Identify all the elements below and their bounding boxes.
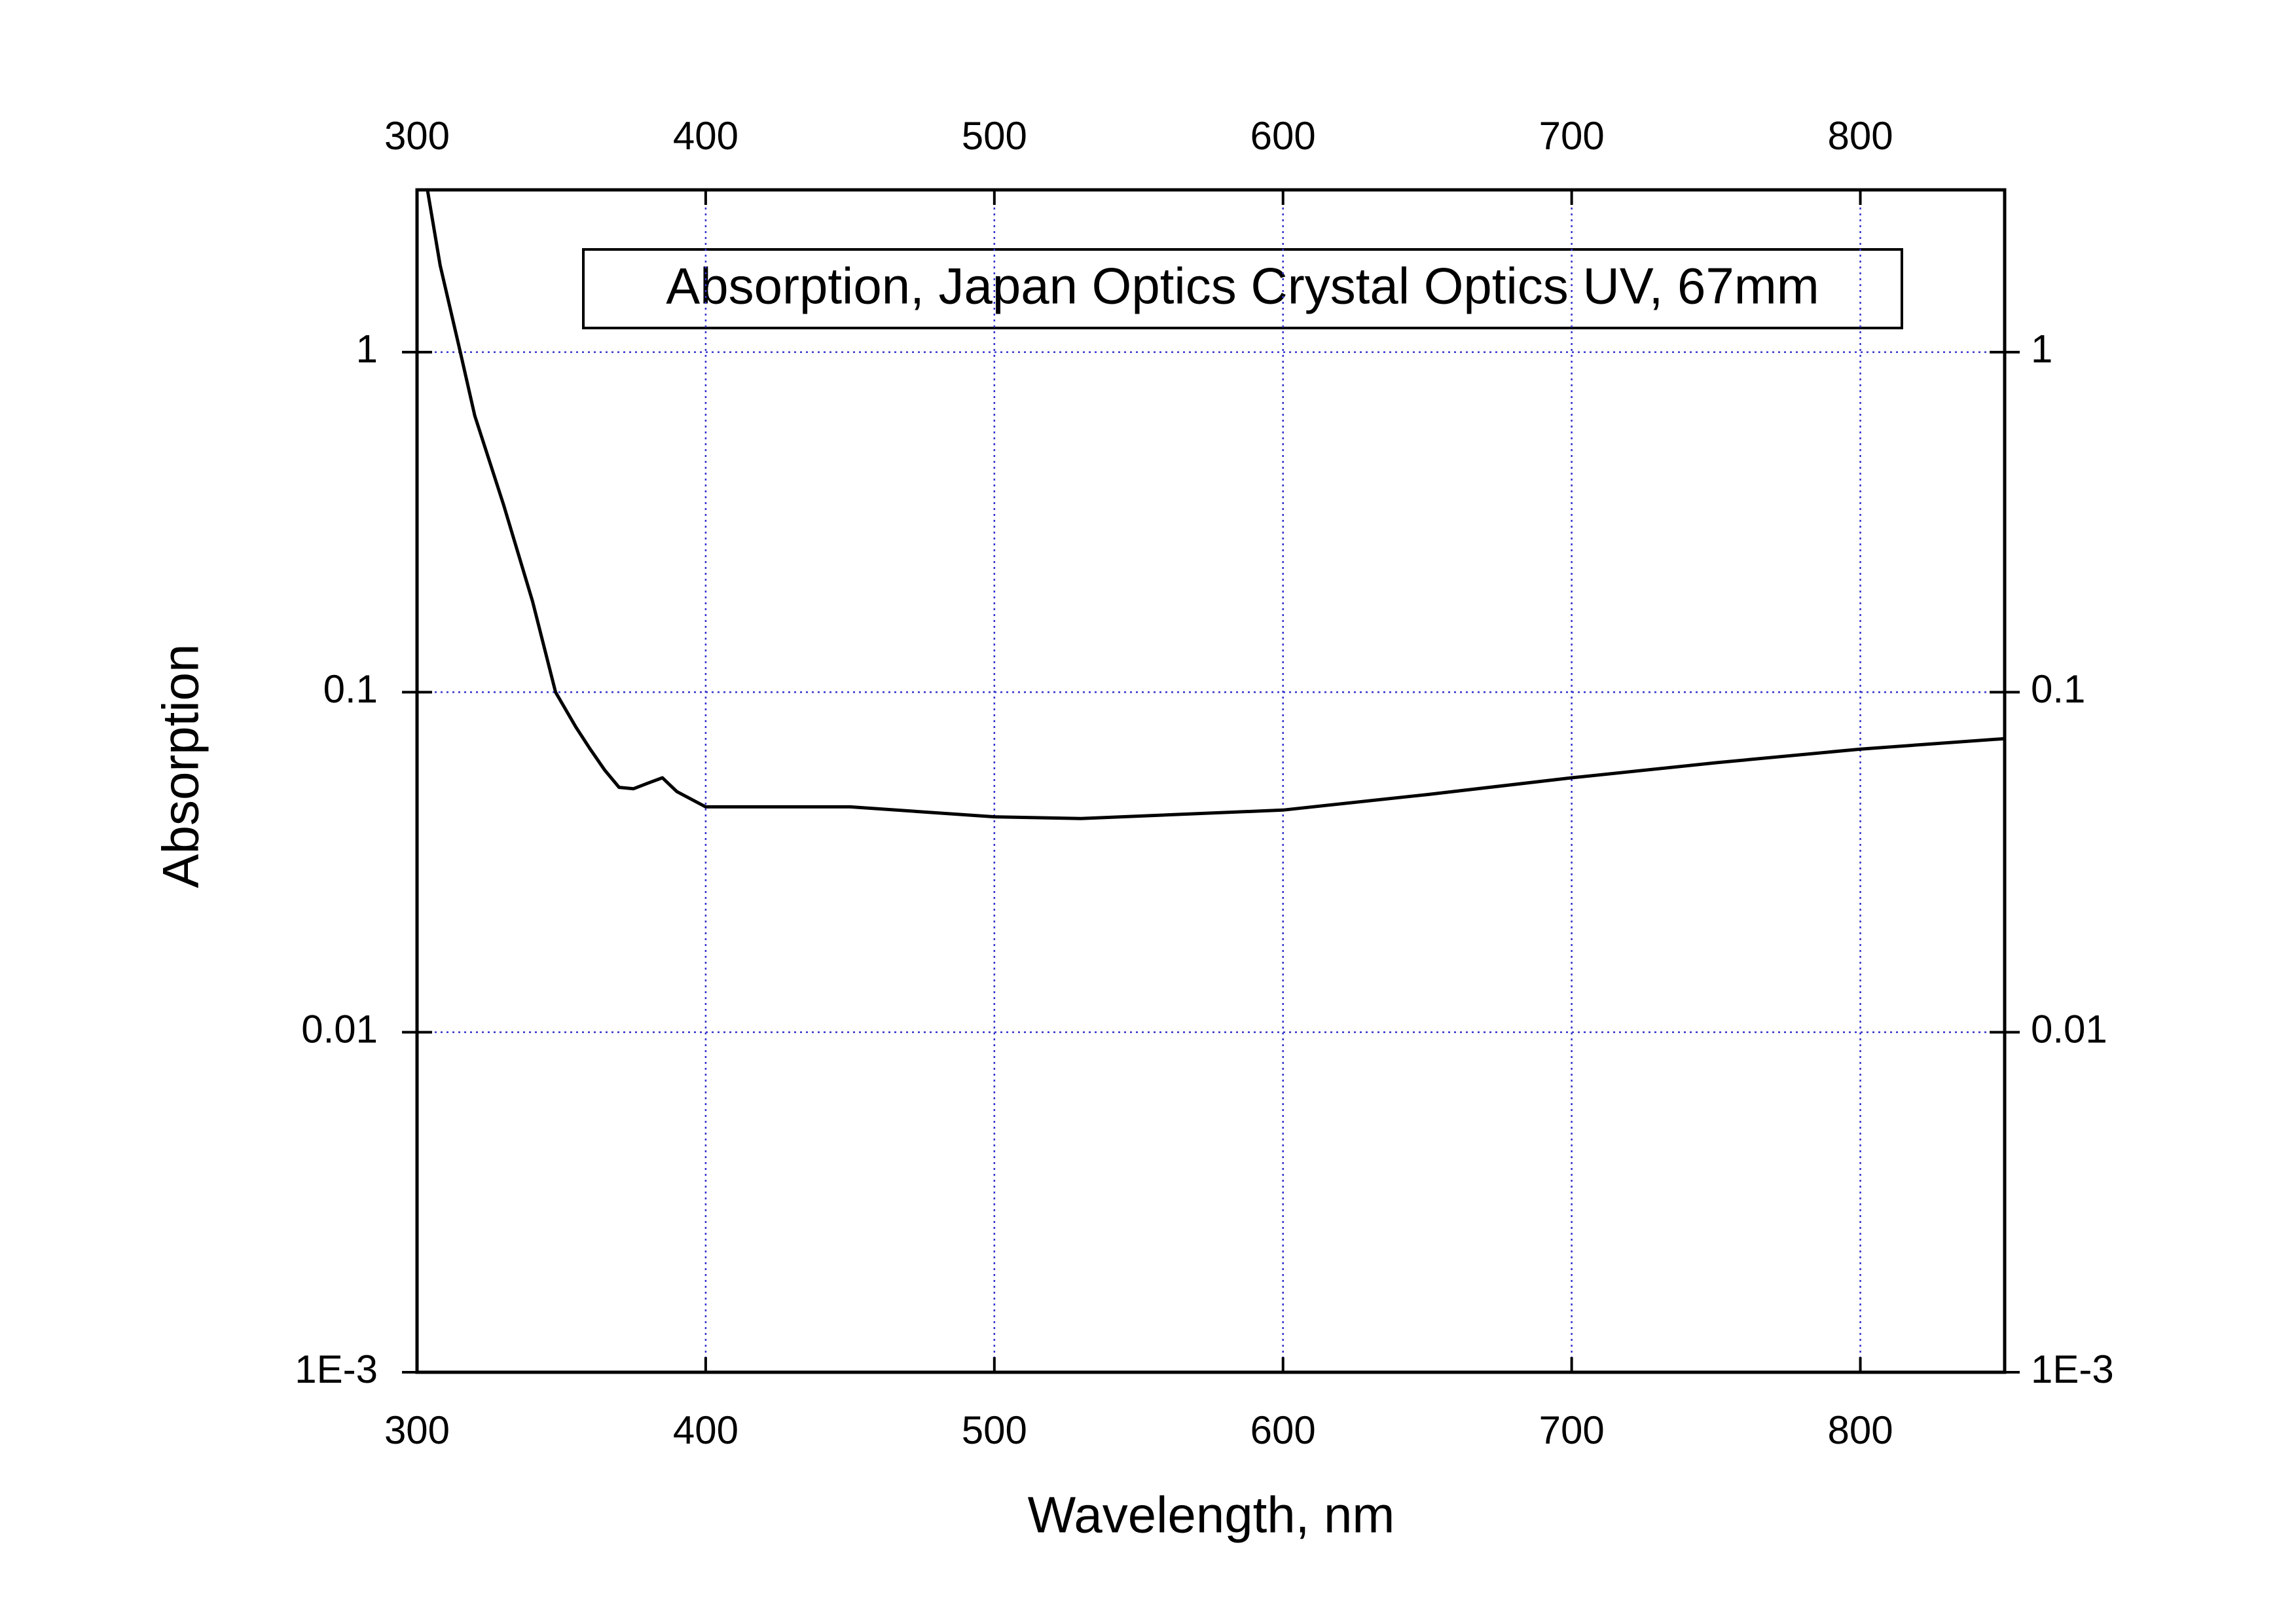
x-tick-label-top: 700 — [1539, 114, 1605, 158]
x-tick-label: 500 — [962, 1408, 1027, 1452]
annotation-box — [582, 248, 1903, 329]
annotation: Absorption, Japan Optics Crystal Optics … — [666, 257, 1819, 315]
x-tick-label: 600 — [1250, 1408, 1316, 1452]
y-tick-label: 1E-3 — [295, 1347, 378, 1391]
y-tick-label-right: 1 — [2031, 327, 2052, 371]
y-tick-label: 0.01 — [301, 1007, 378, 1051]
x-tick-label-top: 500 — [962, 114, 1027, 158]
data-line — [426, 189, 2005, 820]
y-axis-title: Absorption — [152, 644, 210, 888]
y-tick-label-right: 1E-3 — [2031, 1347, 2114, 1391]
y-tick-label-right: 0.1 — [2031, 667, 2085, 711]
x-tick-label: 300 — [384, 1408, 450, 1452]
x-tick-label-top: 600 — [1250, 114, 1316, 158]
x-tick-label-top: 300 — [384, 114, 450, 158]
x-tick-label: 700 — [1539, 1408, 1605, 1452]
y-tick-label: 1 — [356, 327, 378, 371]
y-tick-label: 0.1 — [323, 667, 378, 711]
plot-frame — [415, 188, 2007, 1374]
x-tick-label-top: 800 — [1827, 114, 1893, 158]
x-axis-title: Wavelength, nm — [1028, 1486, 1395, 1544]
x-tick-label: 400 — [673, 1408, 738, 1452]
x-tick-label-top: 400 — [673, 114, 738, 158]
y-tick-label-right: 0.01 — [2031, 1007, 2107, 1051]
x-tick-label: 800 — [1827, 1408, 1893, 1452]
